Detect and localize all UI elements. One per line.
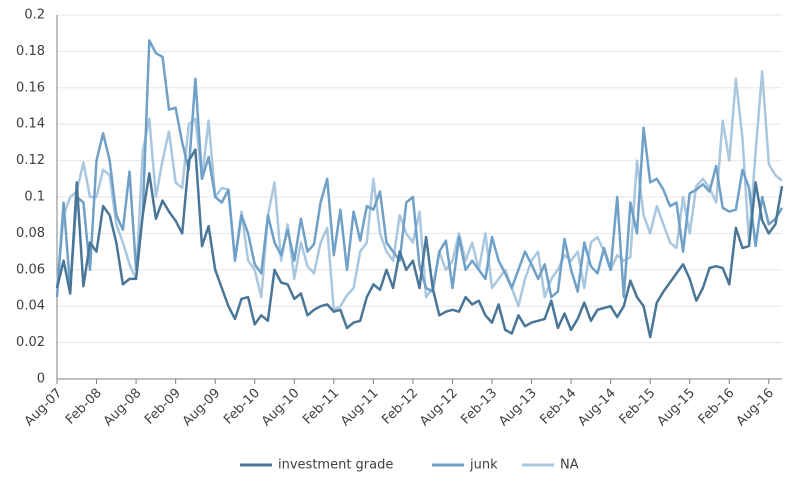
y-tick-label: 0.2 (24, 8, 45, 23)
series-line (55, 148, 784, 339)
x-tick-label: Feb-08 (63, 386, 105, 428)
x-tick-label: Feb-12 (379, 386, 421, 428)
x-tick-label: Aug-14 (575, 386, 619, 430)
x-tick-label: Aug-12 (417, 386, 461, 430)
y-tick-label: 0.02 (16, 335, 45, 350)
x-tick-label: Aug-10 (259, 386, 303, 430)
y-tick-label: 0.04 (16, 299, 45, 314)
x-tick-label: Aug-13 (496, 386, 540, 430)
x-tick-label: Feb-10 (221, 386, 263, 428)
x-tick-label: Aug-15 (654, 386, 698, 430)
x-tick-label: Feb-14 (537, 386, 579, 428)
y-tick-label: 0.14 (16, 117, 45, 132)
y-tick-label: 0 (37, 372, 45, 387)
x-tick-label: Feb-11 (300, 386, 342, 428)
y-tick-label: 0.12 (16, 153, 45, 168)
x-tick-label: Aug-07 (22, 386, 66, 430)
series-line (55, 70, 783, 312)
y-tick-label: 0.06 (16, 262, 45, 277)
legend-label: investment grade (278, 458, 393, 473)
x-tick-label: Feb-15 (617, 386, 659, 428)
legend-label: junk (469, 458, 498, 473)
y-tick-label: 0.1 (24, 190, 45, 205)
x-tick-label: Feb-16 (696, 386, 738, 428)
x-tick-label: Aug-09 (180, 386, 224, 430)
series-line (55, 39, 784, 299)
y-tick-label: 0.18 (16, 44, 45, 59)
x-tick-label: Feb-13 (458, 386, 500, 428)
x-tick-label: Aug-08 (101, 386, 145, 430)
legend-label: NA (560, 458, 579, 473)
x-tick-label: Aug-11 (338, 386, 382, 430)
y-tick-label: 0.08 (16, 226, 45, 241)
x-tick-label: Feb-09 (142, 386, 184, 428)
x-tick-label: Aug-16 (734, 386, 778, 430)
y-tick-label: 0.16 (16, 80, 45, 95)
